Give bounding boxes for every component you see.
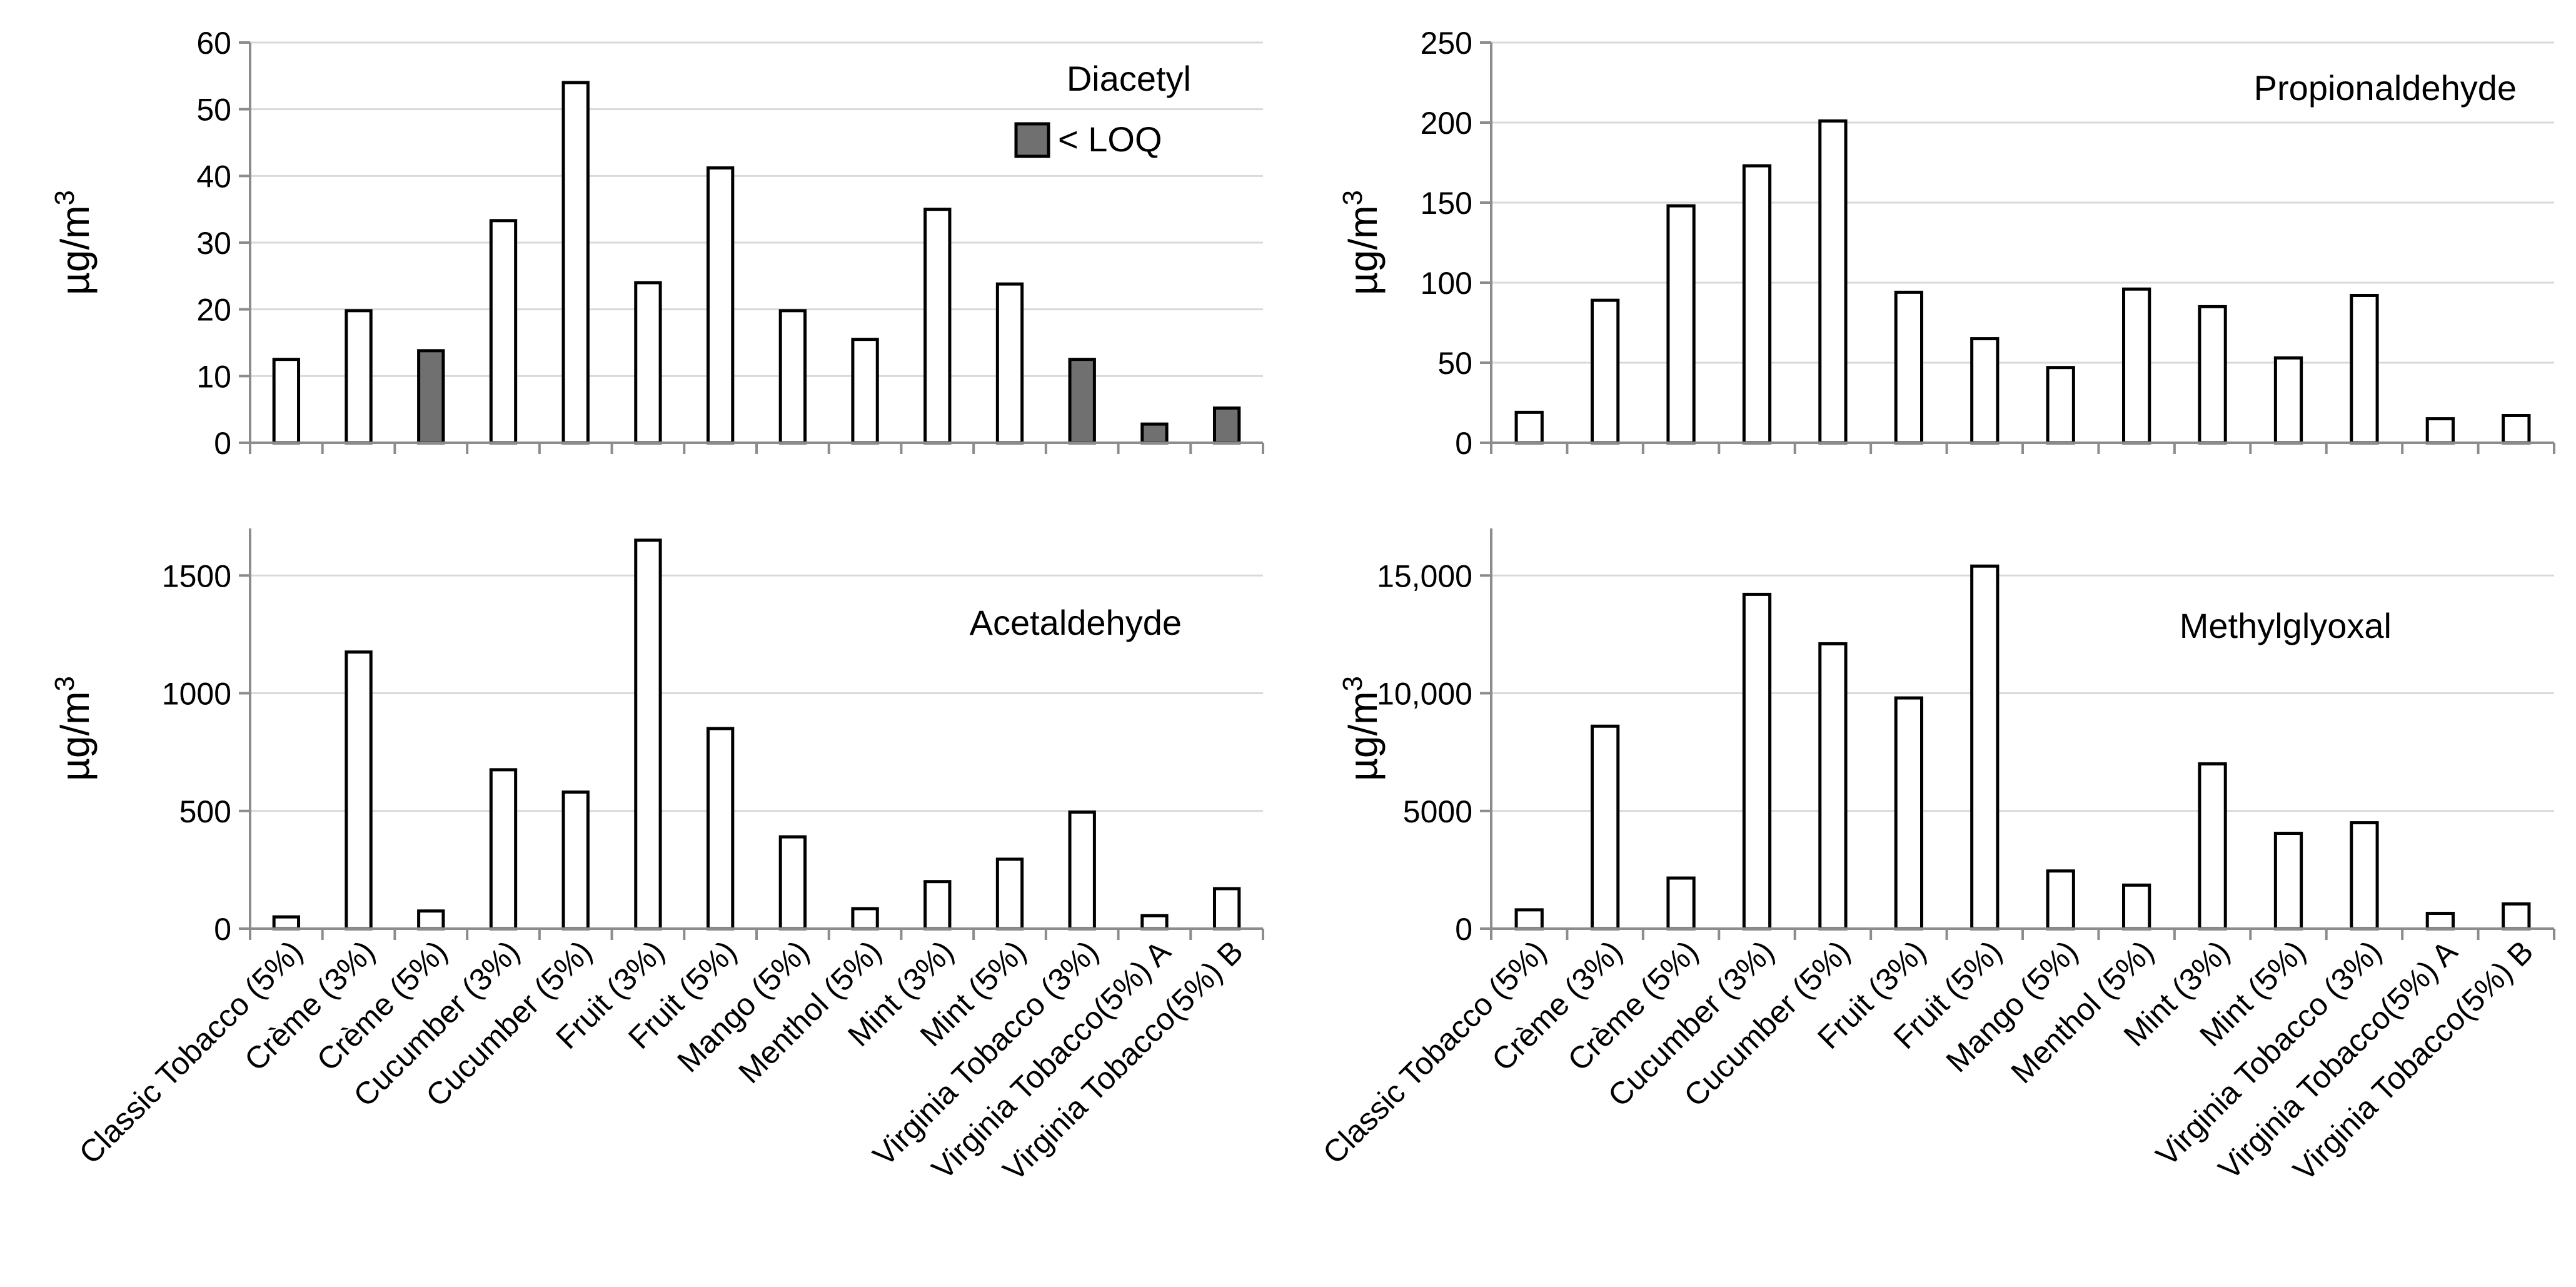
y-tick-label: 200 [1421,106,1472,141]
y-tick-label: 50 [1437,346,1472,381]
bar [778,309,807,445]
panel-title: Diacetyl [1067,59,1191,98]
bar [2198,305,2227,445]
y-tick-label: 100 [1421,266,1472,301]
bar [995,857,1024,931]
bar [417,349,445,445]
y-tick-label: 5000 [1403,794,1472,829]
bar [706,166,735,445]
bar [1068,810,1096,931]
bar [923,880,952,931]
bar [995,282,1024,445]
bar [634,538,662,931]
y-tick-label: 10,000 [1377,677,1472,712]
bar [1818,642,1848,931]
bar [1140,422,1169,445]
bar [417,909,445,931]
bar [1514,410,1544,445]
bar [2425,912,2455,931]
y-axis-label: µg/m3 [49,676,98,781]
bar [2273,356,2303,445]
bar [1818,119,1848,445]
bar [923,208,952,445]
bar [561,81,590,445]
bar [1970,564,2000,931]
bar [2046,869,2075,931]
y-tick-label: 150 [1421,186,1472,221]
bar [561,790,590,931]
bar [2122,287,2151,445]
bar [2046,366,2075,445]
y-tick-label: 50 [196,93,231,128]
y-tick-label: 40 [196,159,231,194]
bar [1894,290,1924,445]
bar [1591,724,1620,931]
bar [778,835,807,931]
bar [1742,164,1772,445]
bar [1140,914,1169,931]
bar [2502,902,2531,931]
bar [345,650,373,931]
y-axis-label: µg/m3 [49,190,98,295]
bar [2122,883,2151,931]
bar [1212,887,1241,931]
bar [489,768,518,931]
bar [1742,592,1772,931]
panel-title: Propionaldehyde [2254,68,2517,108]
legend-swatch [1014,122,1050,158]
y-tick-label: 250 [1421,26,1472,61]
y-tick-label: 500 [179,794,231,829]
bar [1212,406,1241,445]
bar [272,358,301,445]
bar [2350,293,2379,445]
bar [851,907,879,931]
bar [2502,413,2531,445]
bar [489,219,518,445]
bar [2273,832,2303,931]
y-tick-label: 60 [196,26,231,61]
bar [1666,204,1696,445]
y-axis-label: µg/m3 [1337,190,1386,295]
bar [1666,876,1696,931]
y-axis-label: µg/m3 [1337,676,1386,781]
y-tick-label: 20 [196,293,231,328]
y-tick-label: 0 [214,426,231,461]
bar [1591,298,1620,445]
bar [1970,337,2000,445]
bar [706,727,735,931]
y-tick-label: 15,000 [1377,558,1472,593]
bar [851,338,879,445]
y-tick-label: 0 [1455,426,1472,461]
y-tick-label: 1500 [162,558,231,593]
bar [1514,908,1544,931]
panel-title: Methylglyoxal [2180,606,2392,645]
bar [634,281,662,445]
y-tick-label: 10 [196,359,231,394]
bar [2198,762,2227,931]
bar [1068,358,1096,445]
y-tick-label: 0 [214,912,231,947]
bar [272,915,301,931]
y-tick-label: 0 [1455,912,1472,947]
y-tick-label: 30 [196,226,231,261]
bar [345,309,373,445]
y-tick-label: 1000 [162,677,231,712]
legend-label: < LOQ [1058,119,1162,159]
bar [2425,417,2455,445]
panel-title: Acetaldehyde [970,603,1182,642]
bar [2350,821,2379,931]
bar [1894,696,1924,931]
